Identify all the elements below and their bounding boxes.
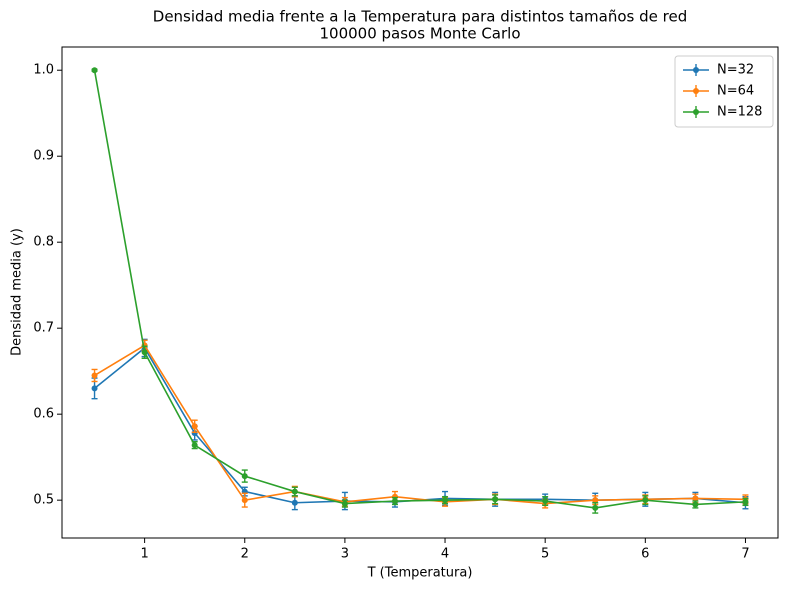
chart-title: Densidad media frente a la Temperatura p… (153, 8, 687, 26)
point (341, 500, 348, 507)
point (291, 499, 298, 506)
point (692, 495, 699, 502)
point (291, 488, 298, 495)
x-tick-label: 6 (641, 547, 649, 562)
point (592, 497, 599, 504)
y-axis-label: Densidad media (y) (10, 228, 25, 356)
point (542, 498, 549, 505)
point (442, 497, 449, 504)
legend-box (674, 55, 774, 128)
point (91, 385, 98, 392)
x-tick-label: 7 (741, 547, 749, 562)
y-tick-label: 0.7 (33, 321, 54, 336)
legend-label: N=32 (717, 63, 754, 78)
point (141, 349, 148, 356)
y-tick-label: 1.0 (33, 63, 54, 78)
point (91, 372, 98, 379)
point (692, 501, 699, 508)
point (492, 496, 499, 503)
x-axis-label: T (Temperatura) (367, 566, 473, 581)
point (241, 473, 248, 480)
x-tick-label: 3 (341, 547, 349, 562)
point (191, 442, 198, 449)
legend-label: N=128 (717, 105, 762, 120)
y-tick-label: 0.8 (33, 235, 54, 250)
x-tick-label: 2 (241, 547, 249, 562)
x-tick-label: 1 (140, 547, 148, 562)
point (742, 498, 749, 505)
y-tick-label: 0.5 (33, 493, 54, 508)
point (241, 497, 248, 504)
chart-subtitle: 100000 pasos Monte Carlo (320, 25, 521, 43)
y-tick-label: 0.9 (33, 149, 54, 164)
point (391, 498, 398, 505)
x-tick-label: 4 (441, 547, 449, 562)
plot-frame (61, 46, 779, 539)
x-tick-label: 5 (541, 547, 549, 562)
point (642, 497, 649, 504)
point (592, 504, 599, 511)
legend-marker (693, 109, 699, 115)
series-line (94, 344, 746, 505)
legend-marker (693, 88, 699, 94)
series-line (93, 70, 746, 509)
y-tick-label: 0.6 (33, 407, 54, 422)
point (91, 67, 98, 74)
legend-marker (693, 67, 699, 73)
legend-label: N=64 (717, 84, 754, 99)
point (191, 423, 198, 430)
